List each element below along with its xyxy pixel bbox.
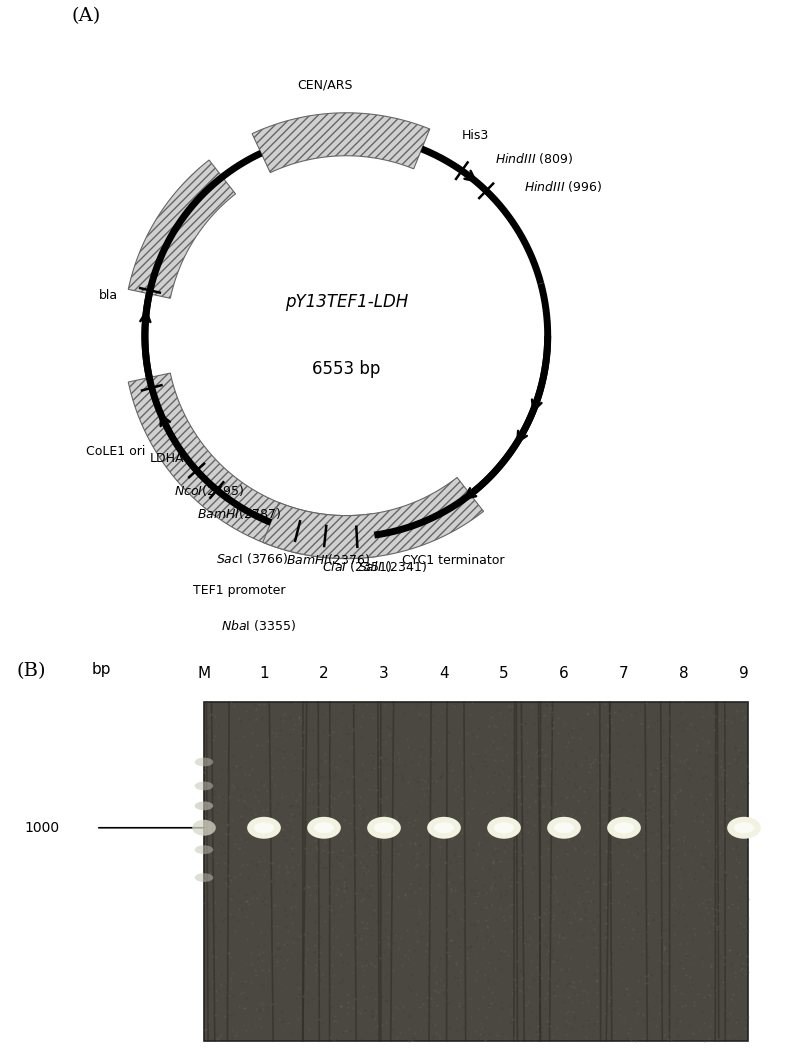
Text: $\mathit{Nba}$I (3355): $\mathit{Nba}$I (3355) [222, 618, 297, 633]
Text: 6: 6 [559, 666, 569, 681]
Ellipse shape [194, 782, 214, 790]
Text: $\mathit{HindIII}$ (996): $\mathit{HindIII}$ (996) [524, 179, 602, 194]
Text: $\mathit{Sac}$I (3766): $\mathit{Sac}$I (3766) [216, 551, 289, 565]
Bar [204, 702, 748, 1041]
Polygon shape [128, 160, 235, 298]
Text: His3: His3 [462, 129, 490, 142]
Ellipse shape [192, 820, 216, 836]
Ellipse shape [547, 817, 581, 839]
Text: 5: 5 [499, 666, 509, 681]
Ellipse shape [434, 822, 454, 833]
Text: bla: bla [99, 288, 118, 302]
Ellipse shape [254, 822, 274, 833]
Ellipse shape [194, 801, 214, 810]
Text: $\mathit{HindIII}$ (809): $\mathit{HindIII}$ (809) [495, 151, 574, 166]
Text: 1000: 1000 [24, 820, 59, 835]
Text: CoLE1 ori: CoLE1 ori [86, 445, 146, 458]
Ellipse shape [487, 817, 521, 839]
Ellipse shape [374, 822, 394, 833]
Text: 3: 3 [379, 666, 389, 681]
Text: 1: 1 [259, 666, 269, 681]
Ellipse shape [614, 822, 634, 833]
Ellipse shape [194, 873, 214, 882]
Polygon shape [262, 477, 483, 558]
Text: CYC1 terminator: CYC1 terminator [402, 554, 505, 566]
Text: $\mathit{BamHI }$(2787): $\mathit{BamHI }$(2787) [198, 506, 282, 520]
Ellipse shape [194, 757, 214, 767]
Text: CEN/ARS: CEN/ARS [297, 79, 353, 91]
Text: (A): (A) [71, 6, 100, 25]
Ellipse shape [427, 817, 461, 839]
Text: 4: 4 [439, 666, 449, 681]
Text: $\mathit{NcoI }$(2795): $\mathit{NcoI }$(2795) [174, 484, 244, 498]
Text: pY13TEF1-LDH: pY13TEF1-LDH [285, 293, 408, 312]
Ellipse shape [247, 817, 281, 839]
Ellipse shape [607, 817, 641, 839]
Polygon shape [128, 373, 309, 554]
Ellipse shape [494, 822, 514, 833]
Text: $\mathit{SalI}$ (2341): $\mathit{SalI}$ (2341) [358, 559, 428, 575]
Ellipse shape [367, 817, 401, 839]
Text: M: M [198, 666, 210, 681]
Ellipse shape [554, 822, 574, 833]
Ellipse shape [727, 817, 761, 839]
Text: LDHA: LDHA [150, 452, 184, 465]
Polygon shape [300, 512, 378, 558]
Text: bp: bp [92, 662, 111, 678]
Ellipse shape [314, 822, 334, 833]
Text: 7: 7 [619, 666, 629, 681]
Text: 6553 bp: 6553 bp [312, 360, 381, 379]
Text: 8: 8 [679, 666, 689, 681]
Ellipse shape [734, 822, 754, 833]
Text: 2: 2 [319, 666, 329, 681]
Ellipse shape [307, 817, 341, 839]
Text: $\mathit{BamHI }$(2376): $\mathit{BamHI }$(2376) [286, 552, 370, 566]
Polygon shape [252, 113, 430, 173]
Text: $\mathit{ClaI}$ (2351): $\mathit{ClaI}$ (2351) [322, 558, 392, 574]
Text: (B): (B) [16, 662, 46, 681]
Text: TEF1 promoter: TEF1 promoter [193, 584, 285, 597]
Ellipse shape [194, 845, 214, 854]
Text: 9: 9 [739, 666, 749, 681]
